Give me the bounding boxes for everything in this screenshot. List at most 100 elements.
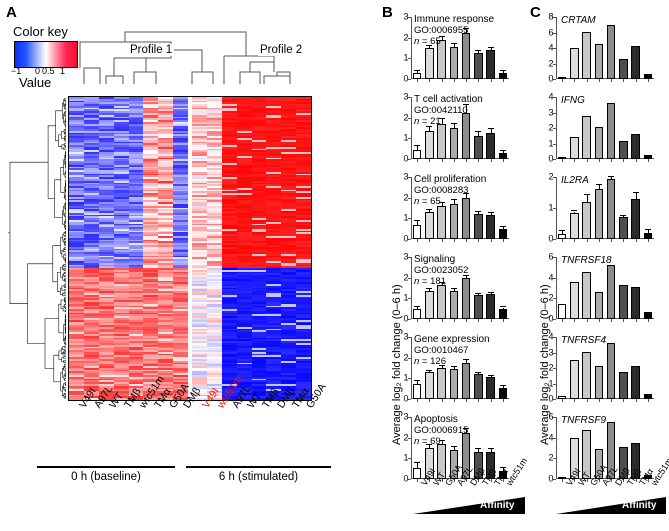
x-tick (429, 399, 431, 402)
bar (474, 136, 483, 159)
y-tick-label: 4 (548, 432, 554, 443)
error-bar-cap (463, 274, 470, 276)
y-axis (411, 177, 412, 239)
y-tick-label: 0 (403, 73, 409, 84)
x-tick (466, 79, 468, 82)
error-bar-cap (475, 292, 482, 294)
x-tick (502, 479, 504, 482)
y-tick-label: 6 (548, 411, 554, 422)
x-tick (478, 399, 480, 402)
bar (582, 31, 591, 79)
x-tick (562, 239, 564, 242)
y-axis (556, 337, 557, 399)
x-tick (478, 79, 480, 82)
error-bar-cap (463, 359, 470, 361)
bar (412, 72, 422, 79)
y-tick-label: 4 (548, 272, 554, 283)
error-bar (453, 447, 455, 451)
y-axis (411, 337, 412, 399)
bar (631, 46, 640, 79)
bar (486, 50, 495, 79)
go-term: GO:0023052 (414, 264, 469, 276)
y-tick (552, 79, 556, 80)
go-term: GO:0008283 (414, 184, 469, 196)
x-tick (623, 479, 625, 482)
x-tick (611, 319, 613, 322)
error-bar-cap (438, 365, 445, 367)
panel-c-affinity-label: Affinity (622, 500, 657, 511)
x-tick (490, 239, 492, 242)
x-tick (574, 319, 576, 322)
panel-b-ylabel: Average log₂ fold change (0–6 h) (391, 284, 403, 445)
x-tick (647, 79, 649, 82)
bar (557, 477, 567, 479)
go-term: GO:0010467 (414, 344, 469, 356)
error-bar (490, 292, 492, 295)
x-axis (411, 398, 509, 399)
y-tick (552, 97, 556, 98)
error-bar (429, 289, 431, 292)
bar (486, 452, 495, 479)
baseline-group-rule (37, 466, 175, 468)
bar (606, 103, 616, 159)
y-tick-label: 0 (403, 153, 409, 164)
chart-title: Gene expression GO:0010467 n = 126 (414, 334, 490, 367)
error-bar-cap (414, 462, 421, 464)
panel-b-letter: B (382, 4, 393, 21)
error-bar (647, 229, 649, 233)
error-bar (466, 105, 468, 113)
chart-tnfrsf18: 0 2 4 6 (548, 252, 654, 323)
x-tick (417, 239, 419, 242)
x-tick (586, 239, 588, 242)
x-tick (598, 239, 600, 242)
error-bar-cap (450, 446, 457, 448)
y-axis (556, 97, 557, 159)
profile-2-label: Profile 2 (258, 44, 305, 56)
error-bar-cap (499, 467, 506, 469)
error-bar (478, 51, 480, 54)
n-count: n = 21 (414, 115, 441, 127)
y-tick-label: 1 (548, 138, 554, 148)
color-key-tick-2: 0.5 (42, 66, 55, 76)
bar (631, 366, 640, 399)
bar (474, 214, 483, 239)
chart-title: IL2RA (561, 175, 589, 186)
error-bar (502, 386, 504, 388)
error-bar (586, 195, 588, 202)
x-tick (574, 159, 576, 162)
chart-il2ra: 0 1 2 (548, 172, 654, 243)
bar (594, 127, 604, 159)
error-bar-cap (450, 199, 457, 201)
color-key-tick-1: 0 (35, 66, 41, 76)
error-bar (441, 283, 443, 285)
x-tick (586, 479, 588, 482)
y-tick (407, 79, 411, 80)
y-tick-label: 1 (403, 452, 409, 463)
x-tick (490, 399, 492, 402)
y-tick (407, 417, 411, 418)
bar (498, 308, 508, 319)
bar (486, 133, 495, 159)
y-tick (552, 399, 556, 400)
error-bar (490, 375, 492, 378)
x-tick (502, 239, 504, 242)
y-tick-label: 3 (548, 107, 554, 117)
x-tick (574, 399, 576, 402)
error-bar-cap (438, 201, 445, 203)
bar (606, 343, 616, 399)
y-tick-label: 2 (548, 362, 554, 373)
x-tick (466, 239, 468, 242)
error-bar (574, 211, 576, 213)
chart-crtam: 0 2 4 6 8 (548, 12, 654, 83)
y-tick (552, 257, 556, 258)
panel-b-affinity-wedge (413, 497, 525, 514)
x-tick (611, 159, 613, 162)
x-tick (466, 159, 468, 162)
error-bar (490, 213, 492, 216)
x-tick (635, 319, 637, 322)
y-tick (407, 239, 411, 240)
y-tick (552, 277, 556, 279)
x-tick (417, 399, 419, 402)
error-bar-cap (499, 226, 506, 228)
